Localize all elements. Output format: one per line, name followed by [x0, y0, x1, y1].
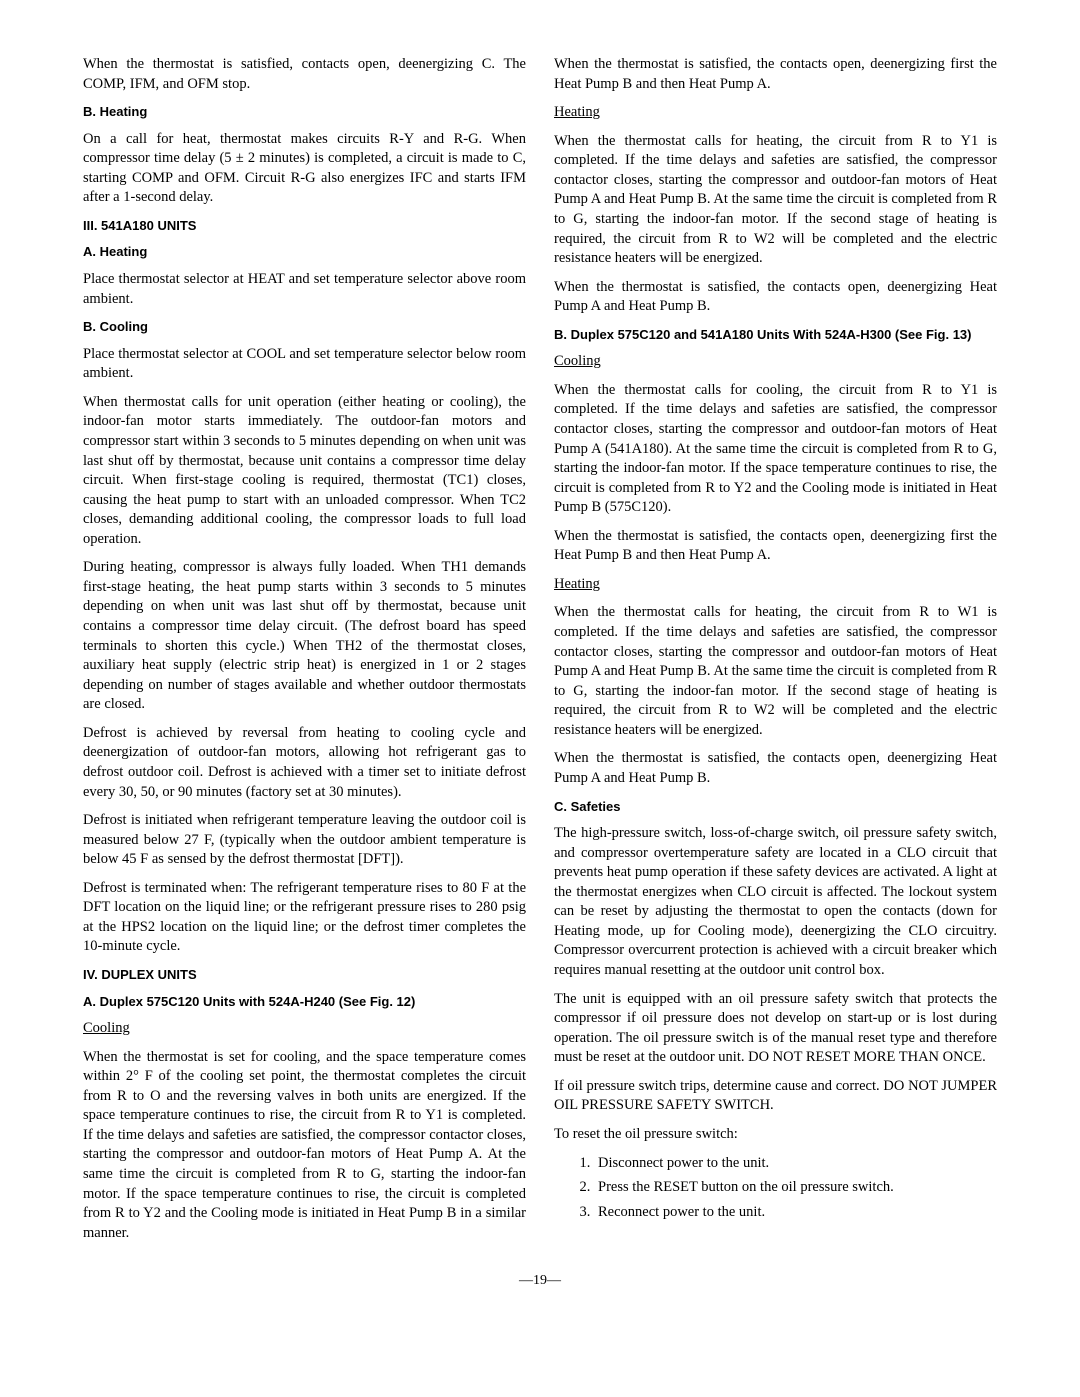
heading-a-duplex: A. Duplex 575C120 Units with 524A-H240 (…	[83, 993, 526, 1011]
list-item: Disconnect power to the unit.	[594, 1154, 997, 1174]
paragraph: When the thermostat calls for heating, t…	[554, 132, 997, 269]
subheading-cooling: Cooling	[83, 1019, 526, 1039]
paragraph: The unit is equipped with an oil pressur…	[554, 990, 997, 1068]
subheading-heating: Heating	[554, 103, 997, 123]
page-number: —19—	[83, 1272, 997, 1291]
heading-c-safeties: C. Safeties	[554, 798, 997, 816]
subheading-cooling: Cooling	[554, 352, 997, 372]
heading-a-heating: A. Heating	[83, 243, 526, 261]
paragraph: When the thermostat is satisfied, the co…	[554, 278, 997, 317]
heading-b-duplex: B. Duplex 575C120 and 541A180 Units With…	[554, 326, 997, 344]
list-item: Reconnect power to the unit.	[594, 1203, 997, 1223]
heading-iv-duplex: IV. DUPLEX UNITS	[83, 966, 526, 984]
heading-b-cooling: B. Cooling	[83, 318, 526, 336]
paragraph: When the thermostat is satisfied, contac…	[83, 55, 526, 94]
right-column: When the thermostat is satisfied, the co…	[554, 55, 997, 1252]
paragraph: Defrost is initiated when refrigerant te…	[83, 811, 526, 870]
paragraph: Place thermostat selector at COOL and se…	[83, 345, 526, 384]
paragraph: The high-pressure switch, loss-of-charge…	[554, 824, 997, 981]
left-column: When the thermostat is satisfied, contac…	[83, 55, 526, 1252]
paragraph: When the thermostat calls for cooling, t…	[554, 381, 997, 518]
paragraph: To reset the oil pressure switch:	[554, 1125, 997, 1145]
paragraph: When the thermostat is satisfied, the co…	[554, 749, 997, 788]
paragraph: Defrost is terminated when: The refriger…	[83, 879, 526, 957]
heading-b-heating: B. Heating	[83, 103, 526, 121]
paragraph: When the thermostat calls for heating, t…	[554, 603, 997, 740]
paragraph: When the thermostat is set for cooling, …	[83, 1048, 526, 1244]
paragraph: If oil pressure switch trips, determine …	[554, 1077, 997, 1116]
paragraph: When thermostat calls for unit operation…	[83, 393, 526, 550]
list-item: Press the RESET button on the oil pressu…	[594, 1178, 997, 1198]
document-columns: When the thermostat is satisfied, contac…	[83, 55, 997, 1252]
paragraph: When the thermostat is satisfied, the co…	[554, 55, 997, 94]
paragraph: When the thermostat is satisfied, the co…	[554, 527, 997, 566]
heading-iii-units: III. 541A180 UNITS	[83, 217, 526, 235]
paragraph: During heating, compressor is always ful…	[83, 558, 526, 715]
reset-steps-list: Disconnect power to the unit. Press the …	[594, 1154, 997, 1223]
subheading-heating: Heating	[554, 575, 997, 595]
paragraph: On a call for heat, thermostat makes cir…	[83, 130, 526, 208]
paragraph: Defrost is achieved by reversal from hea…	[83, 724, 526, 802]
paragraph: Place thermostat selector at HEAT and se…	[83, 270, 526, 309]
